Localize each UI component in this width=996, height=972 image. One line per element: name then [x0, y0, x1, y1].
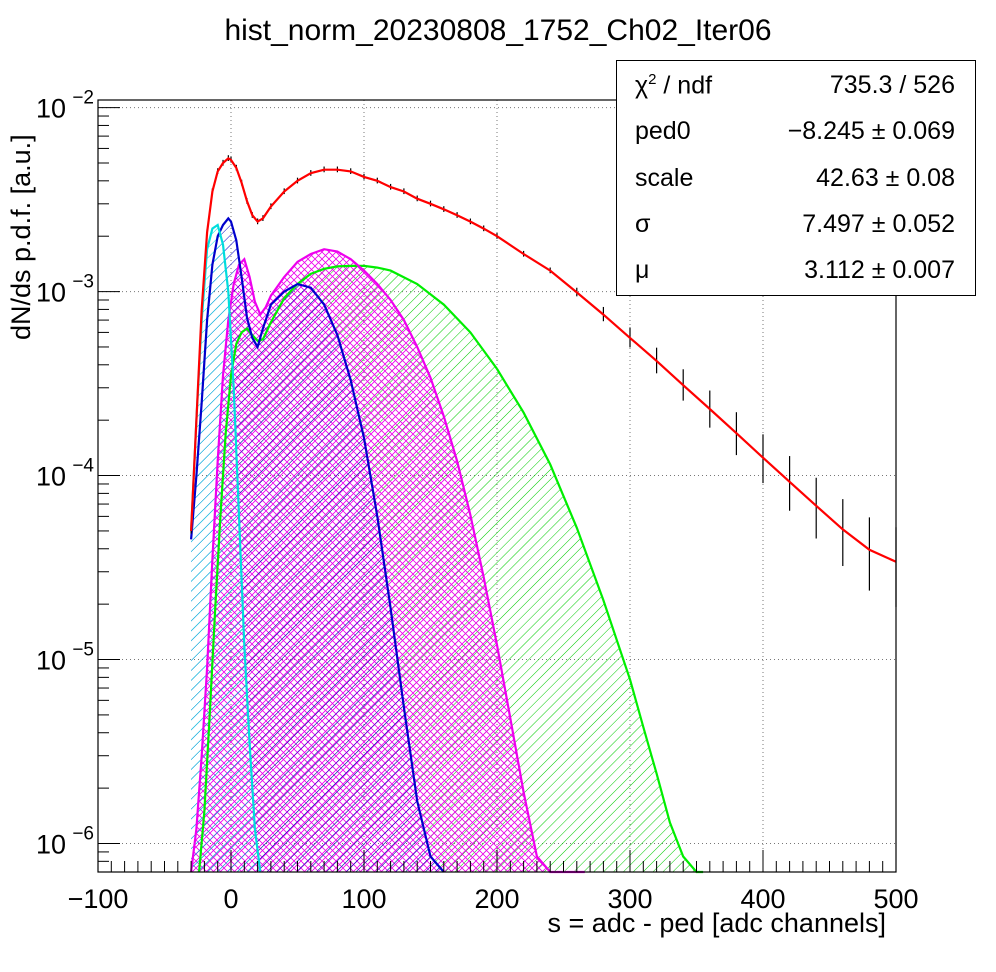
component-curve	[190, 216, 445, 873]
stat-row-chi2: χ2 / ndf 735.3 / 526	[617, 63, 975, 109]
x-axis-label: s = adc - ped [adc channels]	[547, 908, 886, 938]
stat-chi-symbol: χ	[635, 71, 649, 100]
series-lines	[190, 155, 897, 874]
component-fill-area	[191, 225, 261, 872]
stat-chi-sup: 2	[648, 71, 657, 88]
stat-row-scale: scale 42.63 ± 0.08	[617, 156, 975, 202]
y-tick-exponent: −5	[72, 640, 94, 661]
stat-row-sigma: σ 7.497 ± 0.052	[617, 202, 975, 248]
x-tick-label: 0	[223, 884, 238, 914]
y-tick-label: 10	[36, 830, 66, 860]
component-fill-area	[191, 218, 444, 872]
y-tick-labels: 10 −2 10 −3 10 −4 10 −5 10 −6	[36, 88, 94, 860]
x-tick-label: 500	[873, 884, 918, 914]
stat-ped0-value: −8.245 ± 0.069	[787, 117, 955, 145]
axis-ticks	[97, 107, 897, 873]
y-tick-label: 10	[36, 94, 66, 124]
component-curve	[190, 248, 585, 874]
stat-ndf-label: / ndf	[656, 71, 713, 100]
stat-sigma-value: 7.497 ± 0.052	[802, 210, 955, 238]
x-tick-label: 200	[474, 884, 519, 914]
stat-chi2-value: 735.3 / 526	[829, 71, 955, 99]
x-tick-label: 300	[607, 884, 652, 914]
y-tick-label: 10	[36, 646, 66, 676]
stat-mu-label: μ	[635, 256, 650, 284]
fit-curve	[190, 156, 897, 563]
stat-row-ped0: ped0 −8.245 ± 0.069	[617, 109, 975, 155]
y-tick-exponent: −2	[72, 88, 94, 109]
x-tick-label: −100	[68, 884, 129, 914]
y-tick-label: 10	[36, 462, 66, 492]
stat-row-mu: μ 3.112 ± 0.007	[617, 248, 975, 294]
chart-title: hist_norm_20230808_1752_Ch02_Iter06	[224, 14, 772, 47]
x-tick-label: 400	[740, 884, 785, 914]
y-tick-exponent: −3	[72, 272, 94, 293]
x-tick-label: 100	[341, 884, 386, 914]
y-tick-exponent: −6	[72, 824, 94, 845]
stat-mu-value: 3.112 ± 0.007	[804, 256, 955, 284]
y-tick-exponent: −4	[72, 456, 94, 477]
stat-sigma-label: σ	[635, 210, 651, 238]
x-tick-labels: −100 0 100 200 300 400 500	[68, 884, 919, 914]
stat-ped0-label: ped0	[635, 117, 691, 145]
stat-scale-label: scale	[635, 164, 694, 192]
component-fills	[191, 218, 704, 872]
stat-scale-value: 42.63 ± 0.08	[816, 164, 955, 192]
y-tick-label: 10	[36, 278, 66, 308]
fit-stats-box: χ2 / ndf 735.3 / 526 ped0 −8.245 ± 0.069…	[616, 60, 976, 296]
y-axis-label: dN/ds p.d.f. [a.u.]	[6, 134, 36, 340]
